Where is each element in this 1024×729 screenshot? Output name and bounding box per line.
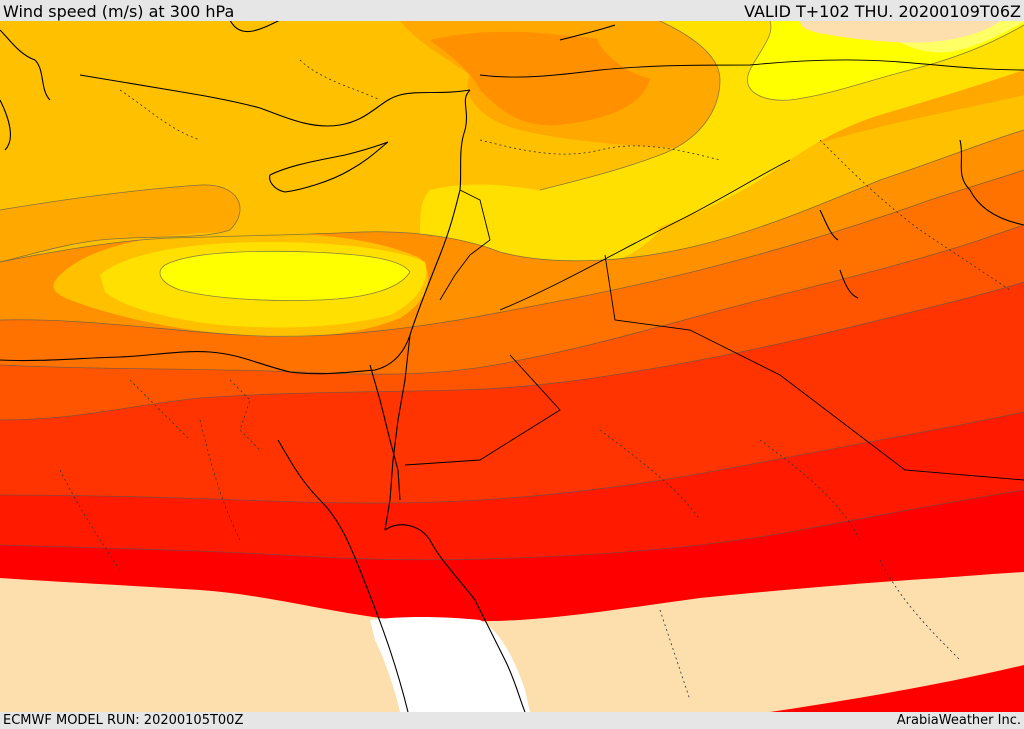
country-borders [404,59,1024,481]
band-orange-top-blob [430,31,652,126]
coastlines [0,21,1024,712]
wind-speed-map [0,21,1024,712]
province-borders [59,59,1011,701]
band-bright-yellow-core [160,251,410,301]
band-lowest [370,617,530,712]
map-footer: ECMWF MODEL RUN: 20200105T00Z ArabiaWeat… [0,712,1024,729]
band-orange-upper [0,184,240,262]
map-title: Wind speed (m/s) at 300 hPa [3,2,235,21]
model-run-label: ECMWF MODEL RUN: 20200105T00Z [3,713,244,728]
map-header: Wind speed (m/s) at 300 hPa VALID T+102 … [0,0,1024,21]
band-red-se-corner [770,665,1024,712]
valid-time-label: VALID T+102 THU. 20200109T06Z [744,2,1021,21]
credit-label: ArabiaWeather Inc. [896,713,1021,728]
band-very-low [0,572,1024,712]
band-very-low-ne-corner [800,21,1000,43]
contour-lines [0,21,1024,561]
band-yellow-ne [492,21,1024,247]
